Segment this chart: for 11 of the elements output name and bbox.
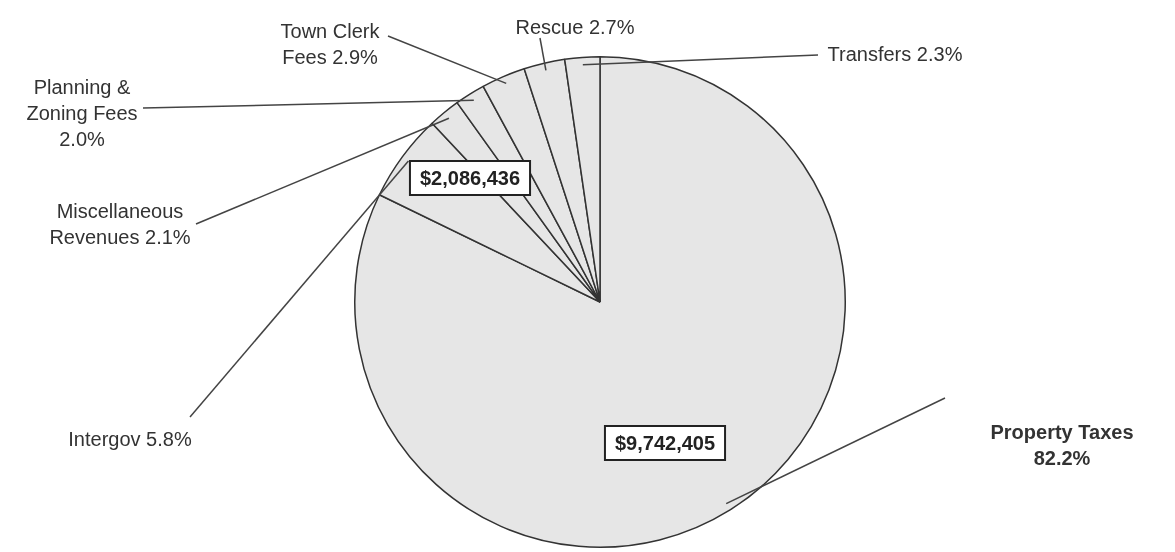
slice-label: Planning & Zoning Fees <box>26 75 138 124</box>
slice-label: Rescue 2.7% <box>515 15 635 38</box>
slice-label: Transfers 2.3% <box>827 42 963 65</box>
slice-label: Town Clerk Fees 2.9% <box>280 19 381 68</box>
slice-label: Miscellaneous Revenues 2.1% <box>49 199 191 248</box>
text: $2,086,436 <box>419 166 521 189</box>
slice-label: Property Taxes <box>990 420 1134 443</box>
data-label: 82.2% <box>1033 446 1091 469</box>
slice-label: Intergov 5.8% <box>68 427 192 450</box>
data-label: 2.0% <box>59 127 106 150</box>
text: $9,742,405 <box>614 431 716 454</box>
